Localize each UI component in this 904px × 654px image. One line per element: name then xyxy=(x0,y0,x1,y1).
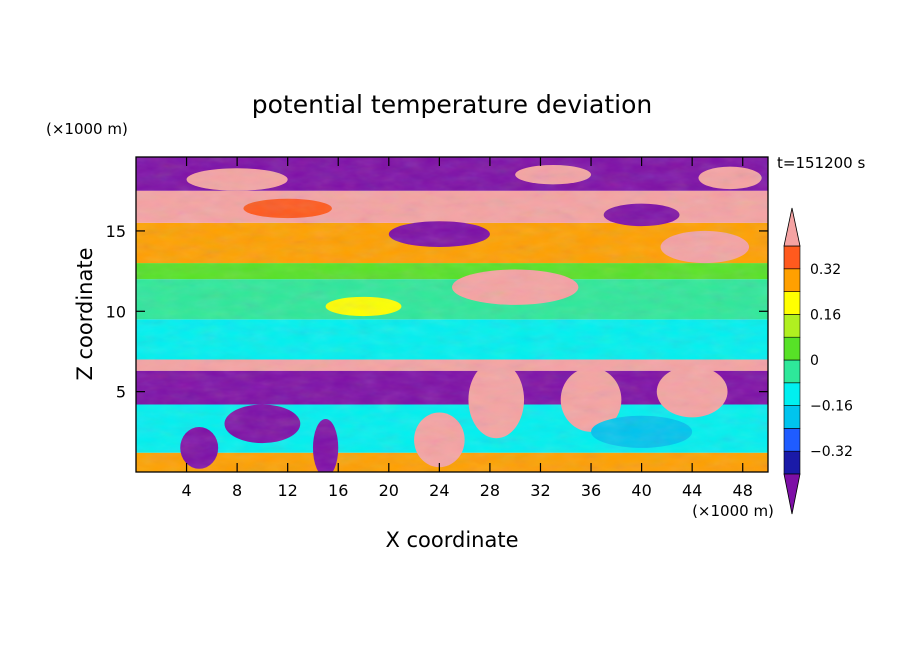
x-axis-label: X coordinate xyxy=(385,528,518,552)
colorbar-bin xyxy=(783,314,801,338)
x-tick-label: 24 xyxy=(429,481,449,500)
y-unit-label: (×1000 m) xyxy=(46,120,128,138)
x-tick-label: 20 xyxy=(379,481,399,500)
x-tick-label: 12 xyxy=(278,481,298,500)
field-texture xyxy=(136,157,768,472)
colorbar-bin xyxy=(783,428,801,452)
y-tick-label: 10 xyxy=(106,302,126,321)
y-axis-label: Z coordinate xyxy=(73,247,97,380)
colorbar-bin xyxy=(783,336,801,361)
contour-field xyxy=(136,157,768,472)
y-axis: 5 10 15 xyxy=(106,222,768,402)
y-tick-label: 15 xyxy=(106,222,126,241)
colorbar-bin xyxy=(783,382,801,406)
colorbar-tick-label: 0 xyxy=(810,353,819,369)
colorbar-bin xyxy=(783,359,801,384)
x-tick-label: 8 xyxy=(232,481,242,500)
colorbar-bin xyxy=(783,450,801,475)
x-tick-label: 32 xyxy=(530,481,550,500)
x-tick-label: 28 xyxy=(480,481,500,500)
x-tick-label: 48 xyxy=(733,481,753,500)
x-tick-label: 44 xyxy=(682,481,702,500)
colorbar-tick-label: −0.32 xyxy=(810,444,853,460)
colorbar-tick-label: 0.16 xyxy=(810,307,841,323)
colorbar-tick-label: −0.16 xyxy=(810,399,853,415)
x-tick-label: 36 xyxy=(581,481,601,500)
time-label: t=151200 s xyxy=(777,154,865,172)
colorbar-extend-min xyxy=(783,473,801,515)
x-tick-label: 16 xyxy=(328,481,348,500)
colorbar-bin xyxy=(783,405,801,429)
colorbar-bin xyxy=(783,291,801,315)
x-axis: 4 8 12 16 20 24 28 32 36 40 44 48 xyxy=(181,157,753,500)
colorbar-extend-max xyxy=(783,207,801,247)
x-unit-label: (×1000 m) xyxy=(692,502,774,520)
colorbar: 0.32 0.16 0 −0.16 −0.32 xyxy=(783,207,853,515)
x-tick-label: 4 xyxy=(181,481,191,500)
plot-frame xyxy=(135,156,769,473)
y-tick-label: 5 xyxy=(116,383,126,402)
colorbar-tick-label: 0.32 xyxy=(810,262,841,278)
colorbar-bin xyxy=(783,268,801,292)
chart-title: potential temperature deviation xyxy=(252,90,652,119)
colorbar-bin xyxy=(783,245,801,270)
x-tick-label: 40 xyxy=(631,481,651,500)
